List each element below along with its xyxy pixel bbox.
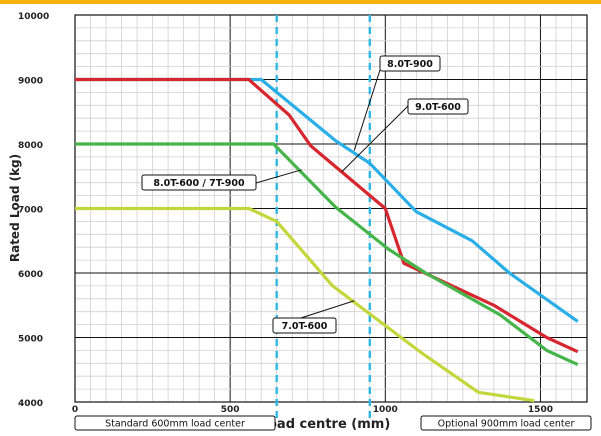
y-tick-label: 4000 xyxy=(18,399,43,409)
y-tick-label: 10000 xyxy=(18,12,49,22)
series-line xyxy=(75,77,579,323)
y-tick-label: 5000 xyxy=(18,335,43,345)
x-tick-label: 0 xyxy=(72,405,78,415)
series-line xyxy=(75,206,535,403)
bottom-label: Optional 900mm load center xyxy=(438,419,575,430)
callout-box xyxy=(272,317,337,334)
bottom-label-box xyxy=(74,415,276,431)
series-line xyxy=(75,77,579,354)
callout-leader xyxy=(255,169,302,184)
y-axis-label: Rated Load (kg) xyxy=(8,154,22,262)
x-axis-label: Load centre (mm) xyxy=(260,417,391,432)
x-tick-label: 1000 xyxy=(373,405,398,415)
callout-leader xyxy=(353,69,381,151)
callout-label: 8.0T-600 / 7T-900 xyxy=(153,178,245,189)
callout-leader xyxy=(341,105,409,173)
callout-label: 9.0T-600 xyxy=(415,102,461,113)
callout-box xyxy=(407,98,469,115)
callout-label: 7.0T-600 xyxy=(282,321,328,332)
x-tick-label: 1500 xyxy=(528,405,553,415)
x-tick-label: 500 xyxy=(221,405,240,415)
top-accent-strip xyxy=(0,0,601,4)
bottom-label-box xyxy=(420,415,592,431)
callout-label: 8.0T-900 xyxy=(387,59,433,70)
series-line xyxy=(75,142,579,367)
y-tick-label: 6000 xyxy=(18,270,43,280)
y-tick-label: 8000 xyxy=(18,141,43,151)
callout-box xyxy=(379,55,441,72)
y-tick-label: 9000 xyxy=(18,77,43,87)
bottom-label: Standard 600mm load center xyxy=(105,419,245,430)
y-tick-label: 7000 xyxy=(18,206,43,216)
callout-box xyxy=(141,174,257,191)
